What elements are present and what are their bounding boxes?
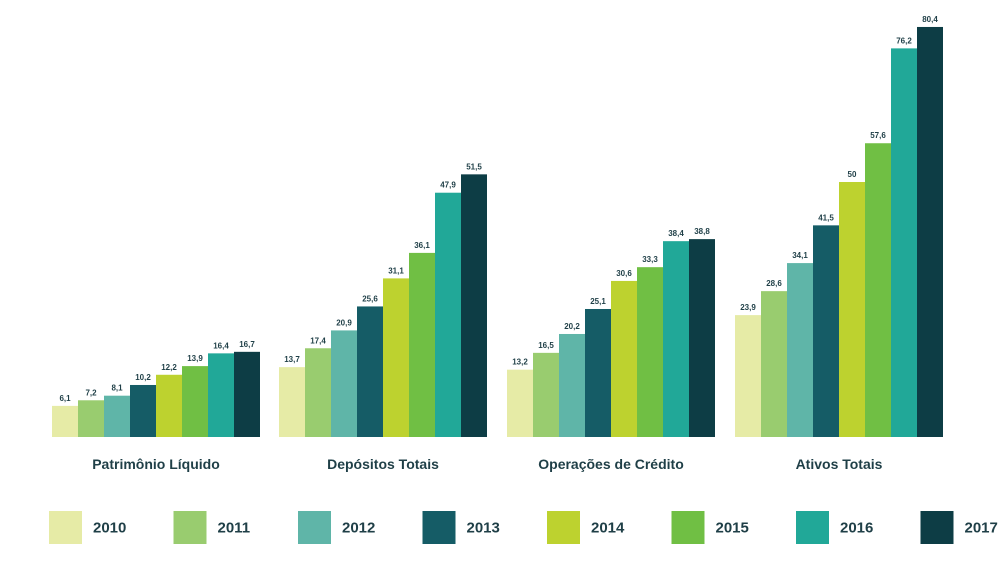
- data-label-2010-3: 23,9: [740, 303, 756, 312]
- bar-2015-1: [409, 252, 435, 437]
- legend-swatch-2013: [422, 511, 456, 544]
- data-label-2013-3: 41,5: [818, 213, 834, 222]
- data-label-2013-2: 25,1: [590, 297, 606, 306]
- bars-layer: [52, 26, 943, 438]
- legend-label-2012: 2012: [342, 520, 375, 537]
- data-label-2012-2: 20,2: [564, 322, 580, 331]
- bar-2014-1: [383, 278, 409, 437]
- data-label-2016-2: 38,4: [668, 229, 684, 238]
- data-label-2015-2: 33,3: [642, 255, 658, 264]
- legend-label-2011: 2011: [218, 520, 251, 537]
- category-label: Ativos Totais: [796, 456, 883, 472]
- bar-2013-1: [357, 306, 383, 437]
- bar-2011-1: [305, 348, 331, 437]
- data-label-2015-1: 36,1: [414, 241, 430, 250]
- bar-2016-1: [435, 192, 461, 437]
- data-label-2016-3: 76,2: [896, 36, 912, 45]
- bar-2016-2: [663, 241, 689, 437]
- legend-label-2017: 2017: [965, 520, 998, 537]
- bar-2017-3: [917, 26, 943, 438]
- bar-2015-2: [637, 267, 663, 437]
- bar-2012-2: [559, 333, 585, 437]
- bar-2015-0: [182, 366, 208, 437]
- bar-2010-3: [735, 315, 761, 437]
- legend-swatch-2016: [796, 511, 829, 544]
- data-label-2013-1: 25,6: [362, 294, 378, 303]
- bar-2011-0: [78, 400, 104, 437]
- bar-2013-0: [130, 384, 156, 437]
- bar-2014-2: [611, 280, 637, 437]
- data-label-2011-2: 16,5: [538, 341, 554, 350]
- legend-label-2014: 2014: [591, 520, 625, 537]
- legend: 2010 2011 2012 2013 2014 2015 2016 2017: [49, 511, 998, 544]
- data-label-2013-0: 10,2: [135, 373, 151, 382]
- data-label-2011-0: 7,2: [85, 388, 97, 397]
- data-label-2017-1: 51,5: [466, 162, 482, 171]
- data-label-2014-0: 12,2: [161, 363, 177, 372]
- data-label-2012-3: 34,1: [792, 251, 808, 260]
- bar-2012-1: [331, 330, 357, 437]
- legend-label-2013: 2013: [467, 520, 500, 537]
- data-label-2010-0: 6,1: [59, 394, 71, 403]
- bar-2016-3: [891, 48, 917, 437]
- data-label-2012-0: 8,1: [111, 384, 123, 393]
- bar-2017-0: [234, 351, 260, 437]
- value-labels-layer: 6,1 7,2 8,1 10,2 12,2 13,9 16,4 16,7 13,7 17,4 20,…: [59, 15, 938, 403]
- legend-label-2016: 2016: [840, 520, 873, 537]
- category-label: Operações de Crédito: [538, 456, 684, 472]
- data-label-2017-3: 80,4: [922, 15, 938, 24]
- legend-swatch-2010: [49, 511, 82, 544]
- bar-2010-2: [507, 369, 533, 437]
- data-label-2015-0: 13,9: [187, 354, 203, 363]
- legend-swatch-2017: [920, 511, 954, 544]
- category-label: Depósitos Totais: [327, 456, 439, 472]
- bar-2014-0: [156, 374, 182, 437]
- data-label-2014-2: 30,6: [616, 269, 632, 278]
- bar-2015-3: [865, 143, 891, 438]
- bar-2011-3: [761, 291, 787, 437]
- bar-2012-0: [104, 395, 130, 437]
- data-label-2010-1: 13,7: [284, 355, 300, 364]
- legend-swatch-2012: [298, 511, 331, 544]
- category-label: Patrimônio Líquido: [92, 456, 220, 472]
- data-label-2014-3: 50: [848, 170, 857, 179]
- bar-2013-3: [813, 225, 839, 437]
- bar-2011-2: [533, 352, 559, 437]
- bar-2013-2: [585, 308, 611, 437]
- data-label-2014-1: 31,1: [388, 266, 404, 275]
- bar-2017-1: [461, 174, 487, 437]
- data-label-2011-1: 17,4: [310, 336, 326, 345]
- bar-2017-2: [689, 239, 715, 437]
- data-label-2012-1: 20,9: [336, 318, 352, 327]
- data-label-2016-1: 47,9: [440, 181, 456, 190]
- data-label-2016-0: 16,4: [213, 341, 229, 350]
- bar-2014-3: [839, 182, 865, 437]
- bar-2010-1: [279, 367, 305, 437]
- data-label-2017-0: 16,7: [239, 340, 255, 349]
- category-labels-layer: Patrimônio Líquido Depósitos Totais Operaç…: [92, 456, 882, 472]
- legend-swatch-2011: [173, 511, 207, 544]
- data-label-2017-2: 38,8: [694, 227, 710, 236]
- legend-swatch-2015: [671, 511, 705, 544]
- legend-label-2010: 2010: [93, 520, 126, 537]
- data-label-2015-3: 57,6: [870, 131, 886, 140]
- data-label-2011-3: 28,6: [766, 279, 782, 288]
- legend-swatch-2014: [547, 511, 580, 544]
- legend-label-2015: 2015: [716, 520, 749, 537]
- bar-2012-3: [787, 263, 813, 437]
- bar-2016-0: [208, 353, 234, 437]
- data-label-2010-2: 13,2: [512, 358, 528, 367]
- bar-2010-0: [52, 405, 78, 437]
